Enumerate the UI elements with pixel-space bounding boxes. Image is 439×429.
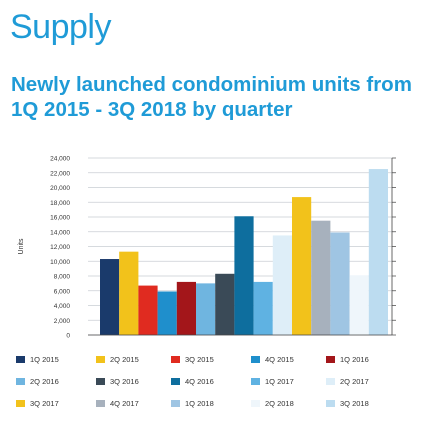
bar (349, 275, 369, 335)
legend-item: 1Q 2017 (251, 374, 294, 388)
legend-label: 1Q 2015 (30, 354, 59, 364)
legend-row: 3Q 2017 4Q 2017 1Q 2018 2Q 2018 3Q 2018 (16, 396, 436, 418)
legend-label: 3Q 2018 (340, 398, 369, 408)
chart-legend: 1Q 2015 2Q 2015 3Q 2015 4Q 2015 1Q 2016 2Q 2… (16, 352, 436, 418)
legend-swatch (16, 399, 25, 407)
legend-item: 1Q 2016 (326, 352, 369, 366)
legend-item: 4Q 2015 (251, 352, 294, 366)
legend-swatch (326, 377, 335, 385)
y-tick-label: 6,000 (54, 288, 71, 295)
legend-item: 4Q 2016 (171, 374, 214, 388)
legend-label: 3Q 2017 (30, 398, 59, 408)
bar (253, 281, 273, 335)
legend-item: 3Q 2018 (326, 396, 369, 410)
legend-item: 3Q 2015 (171, 352, 214, 366)
y-tick-label: 24,000 (50, 156, 70, 163)
bar (215, 273, 235, 335)
legend-label: 2Q 2015 (110, 354, 139, 364)
legend-label: 3Q 2015 (185, 354, 214, 364)
legend-row: 1Q 2015 2Q 2015 3Q 2015 4Q 2015 1Q 2016 (16, 352, 436, 374)
legend-item: 1Q 2018 (171, 396, 214, 410)
bar (368, 169, 388, 335)
bar (272, 235, 292, 335)
bar (157, 291, 177, 335)
chart-title: Newly launched condominium units from 1Q… (11, 73, 412, 121)
bar-chart: 0 2,000 4,000 6,000 8,000 10,000 12,000 14,000 1… (18, 156, 396, 340)
y-tick-label: 0 (66, 333, 70, 340)
legend-row: 2Q 2016 3Q 2016 4Q 2016 1Q 2017 2Q 2017 (16, 374, 436, 396)
legend-item: 2Q 2015 (96, 352, 139, 366)
y-tick-label: 8,000 (54, 274, 71, 281)
legend-swatch (251, 377, 260, 385)
y-tick-label: 2,000 (54, 318, 71, 325)
y-tick-label: 20,000 (50, 185, 70, 192)
y-tick-label: 18,000 (50, 200, 70, 207)
bar (311, 220, 331, 335)
legend-swatch (96, 355, 105, 363)
legend-label: 2Q 2017 (340, 376, 369, 386)
bar (138, 285, 158, 335)
legend-item: 2Q 2017 (326, 374, 369, 388)
y-tick-label: 14,000 (50, 229, 70, 236)
y-tick-label: 12,000 (50, 244, 70, 251)
legend-swatch (16, 355, 25, 363)
legend-swatch (96, 377, 105, 385)
legend-label: 2Q 2018 (265, 398, 294, 408)
legend-swatch (171, 377, 180, 385)
legend-swatch (326, 399, 335, 407)
legend-label: 4Q 2015 (265, 354, 294, 364)
bar (234, 216, 254, 335)
y-tick-label: 22,000 (50, 170, 70, 177)
legend-swatch (251, 355, 260, 363)
legend-item: 3Q 2017 (16, 396, 59, 410)
bar (292, 197, 312, 335)
legend-swatch (251, 399, 260, 407)
y-tick-label: 10,000 (50, 259, 70, 266)
section-title: Supply (10, 8, 111, 46)
y-tick-label: 16,000 (50, 215, 70, 222)
legend-swatch (171, 355, 180, 363)
bar (119, 251, 139, 335)
legend-item: 4Q 2017 (96, 396, 139, 410)
bar (330, 232, 350, 335)
legend-swatch (16, 377, 25, 385)
y-tick-label: 4,000 (54, 303, 71, 310)
bar (100, 259, 120, 335)
bar (196, 283, 216, 335)
legend-label: 1Q 2018 (185, 398, 214, 408)
y-axis-title: Units (18, 238, 25, 254)
legend-item: 3Q 2016 (96, 374, 139, 388)
legend-item: 2Q 2016 (16, 374, 59, 388)
legend-item: 2Q 2018 (251, 396, 294, 410)
legend-label: 2Q 2016 (30, 376, 59, 386)
legend-swatch (326, 355, 335, 363)
legend-label: 1Q 2017 (265, 376, 294, 386)
legend-label: 1Q 2016 (340, 354, 369, 364)
legend-label: 4Q 2016 (185, 376, 214, 386)
legend-swatch (96, 399, 105, 407)
legend-swatch (171, 399, 180, 407)
legend-item: 1Q 2015 (16, 352, 59, 366)
bar (176, 281, 196, 335)
legend-label: 3Q 2016 (110, 376, 139, 386)
legend-label: 4Q 2017 (110, 398, 139, 408)
